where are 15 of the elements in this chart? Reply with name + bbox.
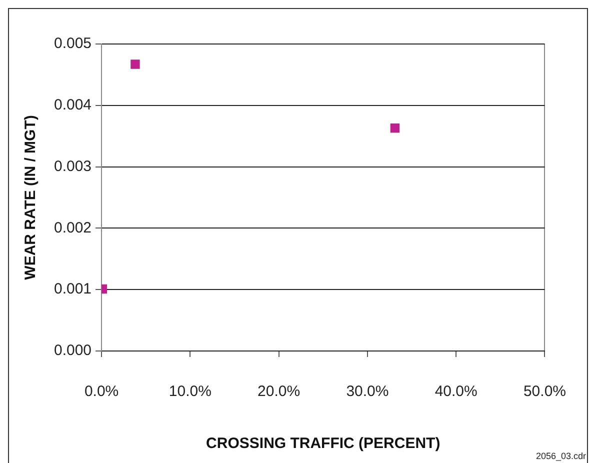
y-axis-title: WEAR RATE (IN / MGT)	[22, 115, 40, 280]
x-axis-title: CROSSING TRAFFIC (PERCENT)	[206, 435, 440, 452]
x-tick-label: 0.0%	[84, 383, 119, 400]
x-tick-label: 50.0%	[523, 383, 566, 400]
y-tick-label: 0.002	[54, 219, 92, 236]
x-tick-label: 20.0%	[258, 383, 300, 400]
x-tick-label: 40.0%	[434, 383, 478, 400]
text: 2056_03.cdr	[536, 450, 586, 461]
x-tick-label: 10.0%	[168, 383, 212, 400]
y-tick-label: 0.005	[54, 35, 92, 52]
y-tick-label: 0.004	[54, 96, 92, 114]
y-tick-label: 0.000	[54, 342, 92, 360]
y-tick-label: 0.001	[54, 280, 92, 298]
y-tick-label: 0.003	[54, 158, 92, 175]
x-tick-label: 30.0%	[346, 383, 389, 400]
